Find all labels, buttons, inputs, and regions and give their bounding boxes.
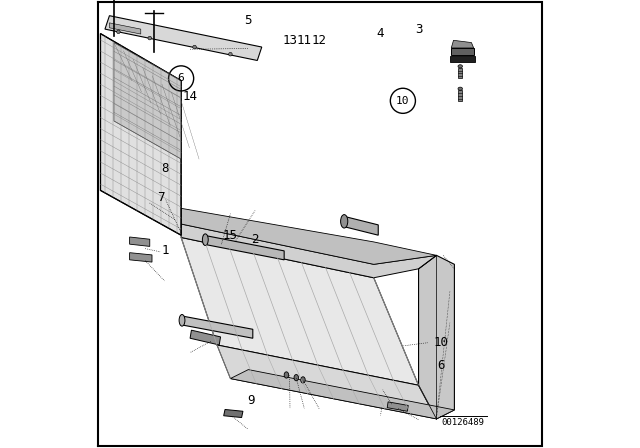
Ellipse shape — [301, 377, 305, 383]
Polygon shape — [230, 370, 454, 419]
Ellipse shape — [228, 52, 232, 56]
Bar — [458, 68, 463, 78]
Text: 6: 6 — [437, 358, 445, 372]
Polygon shape — [109, 23, 141, 34]
Polygon shape — [114, 43, 181, 159]
Text: 10: 10 — [396, 96, 410, 106]
Polygon shape — [419, 255, 454, 419]
Text: 12: 12 — [312, 34, 326, 47]
Text: 11: 11 — [297, 34, 312, 47]
Text: 9: 9 — [247, 394, 254, 408]
Polygon shape — [224, 409, 243, 418]
Ellipse shape — [458, 65, 463, 68]
Polygon shape — [451, 48, 474, 55]
Text: 14: 14 — [182, 90, 198, 103]
Text: 00126489: 00126489 — [442, 418, 485, 426]
Polygon shape — [181, 237, 419, 385]
Polygon shape — [190, 330, 221, 345]
Text: 15: 15 — [223, 228, 238, 242]
Text: 1: 1 — [162, 244, 169, 258]
Text: 2: 2 — [252, 233, 259, 246]
Ellipse shape — [340, 215, 348, 228]
Polygon shape — [181, 208, 436, 264]
Polygon shape — [130, 253, 152, 262]
Polygon shape — [105, 16, 262, 60]
Polygon shape — [204, 235, 284, 260]
Ellipse shape — [193, 45, 196, 49]
Text: 8: 8 — [162, 161, 169, 175]
Polygon shape — [342, 216, 378, 235]
Bar — [458, 90, 463, 101]
Text: 5: 5 — [244, 13, 252, 27]
Polygon shape — [387, 402, 408, 411]
Polygon shape — [181, 316, 253, 338]
Text: 10: 10 — [433, 336, 449, 349]
Ellipse shape — [284, 372, 289, 378]
Ellipse shape — [458, 87, 463, 90]
Polygon shape — [217, 345, 436, 419]
Text: 3: 3 — [415, 22, 422, 36]
Ellipse shape — [116, 30, 120, 34]
Text: 4: 4 — [377, 27, 384, 40]
Polygon shape — [181, 224, 436, 278]
Polygon shape — [451, 40, 474, 48]
Polygon shape — [100, 34, 181, 235]
Ellipse shape — [179, 314, 185, 326]
Text: 13: 13 — [282, 34, 298, 47]
Polygon shape — [130, 237, 150, 246]
Ellipse shape — [202, 234, 208, 246]
Ellipse shape — [148, 36, 152, 40]
Bar — [450, 56, 475, 62]
Text: 6: 6 — [178, 73, 184, 83]
Text: 7: 7 — [157, 190, 164, 204]
Ellipse shape — [294, 375, 298, 381]
